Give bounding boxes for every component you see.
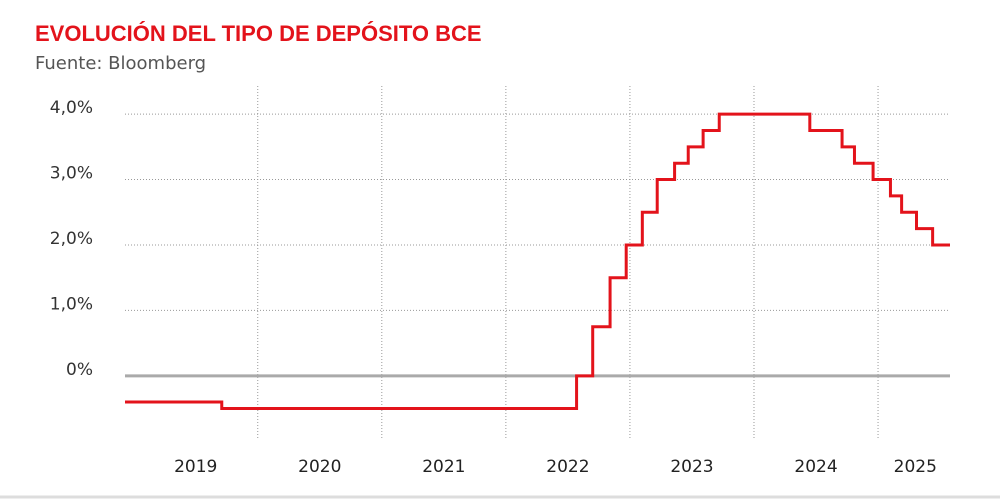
y-tick-label: 4,0% xyxy=(50,98,93,118)
x-tick-label: 2021 xyxy=(422,457,465,477)
chart-subtitle: Fuente: Bloomberg xyxy=(35,53,206,74)
y-tick-label: 1,0% xyxy=(50,294,93,314)
y-tick-label: 2,0% xyxy=(50,229,93,249)
x-tick-label: 2023 xyxy=(670,457,713,477)
x-tick-label: 2024 xyxy=(794,457,837,477)
y-tick-label: 0% xyxy=(66,360,93,380)
rate-line xyxy=(125,112,950,411)
x-tick-label: 2025 xyxy=(894,457,937,477)
x-tick-label: 2022 xyxy=(546,457,589,477)
chart-title: EVOLUCIÓN DEL TIPO DE DEPÓSITO BCE xyxy=(35,21,482,46)
y-tick-label: 3,0% xyxy=(50,164,93,184)
x-tick-label: 2020 xyxy=(298,457,341,477)
x-tick-label: 2019 xyxy=(174,457,217,477)
